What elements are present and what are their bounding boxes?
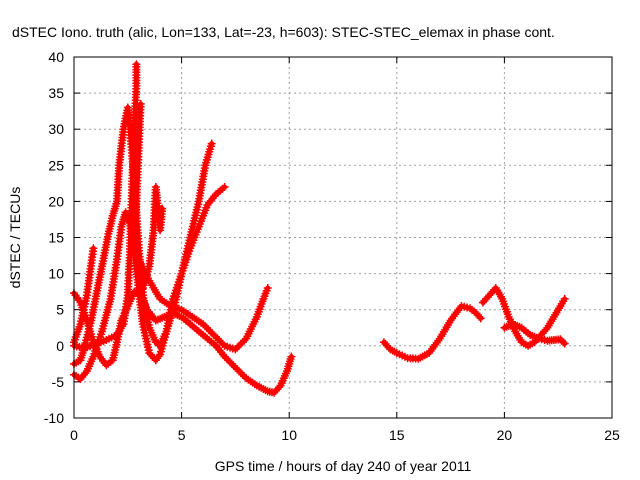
data-point — [238, 338, 247, 347]
data-point — [202, 323, 211, 332]
data-marks — [70, 60, 569, 397]
data-point — [199, 320, 208, 329]
data-point — [231, 363, 240, 372]
data-point — [211, 332, 220, 341]
data-point — [236, 340, 245, 348]
data-point — [220, 352, 229, 361]
plot-frame — [73, 56, 613, 419]
data-point — [209, 331, 218, 339]
y-tick-label: 35 — [48, 85, 64, 101]
data-point — [235, 341, 243, 350]
x-tick-label: 5 — [178, 427, 186, 443]
data-point — [208, 329, 217, 338]
data-point — [218, 340, 227, 348]
data-point — [233, 365, 242, 374]
data-point — [236, 368, 245, 377]
data-point — [560, 339, 569, 348]
data-point — [200, 321, 209, 330]
axis-ticks: 0 5 10 15 20 25 -10 -5 0 5 10 15 20 25 30 35 40 — [44, 49, 620, 443]
series-6 — [130, 99, 145, 249]
data-point — [154, 352, 163, 361]
data-point — [227, 359, 236, 368]
y-tick-label: 40 — [48, 49, 64, 65]
data-point — [204, 325, 213, 334]
data-point — [158, 204, 167, 213]
data-point — [226, 358, 234, 366]
data-point — [220, 183, 229, 191]
data-point — [559, 338, 568, 347]
data-point — [89, 244, 98, 253]
data-point — [287, 352, 296, 361]
data-point — [235, 367, 243, 376]
y-tick-label: 10 — [48, 266, 64, 282]
data-point — [240, 336, 249, 345]
x-axis-label: GPS time / hours of day 240 of year 2011 — [215, 458, 472, 474]
series-3 — [70, 103, 216, 368]
series-11 — [500, 320, 569, 348]
y-tick-label: 5 — [56, 302, 64, 318]
chart-title: dSTEC Iono. truth (alic, Lon=133, Lat=-2… — [12, 24, 555, 40]
y-tick-label: 25 — [48, 157, 64, 173]
data-point — [263, 284, 272, 292]
y-tick-label: 20 — [48, 193, 64, 209]
data-point — [560, 294, 569, 303]
series-8 — [134, 255, 272, 354]
data-point — [233, 343, 242, 352]
data-point — [217, 338, 226, 347]
data-point — [222, 354, 231, 363]
data-point — [224, 356, 233, 365]
y-tick-label: 15 — [48, 230, 64, 246]
x-tick-label: 0 — [70, 427, 78, 443]
y-axis-label: dSTEC / TECUs — [7, 187, 23, 289]
series-4 — [70, 244, 98, 347]
series-5 — [70, 60, 141, 352]
y-tick-label: 0 — [56, 338, 64, 354]
data-point — [206, 327, 215, 336]
data-point — [275, 383, 283, 392]
data-point — [207, 139, 216, 148]
data-point — [215, 336, 224, 345]
x-tick-label: 15 — [389, 427, 405, 443]
x-tick-label: 20 — [497, 427, 513, 443]
series-7 — [138, 183, 167, 292]
data-point — [213, 334, 222, 343]
data-point — [238, 370, 247, 379]
x-tick-label: 10 — [281, 427, 297, 443]
x-tick-label: 25 — [604, 427, 620, 443]
y-tick-label: -10 — [44, 410, 64, 426]
data-point — [231, 345, 240, 354]
data-point — [475, 312, 484, 321]
data-point — [136, 99, 145, 108]
y-tick-label: -5 — [52, 374, 65, 390]
data-point — [132, 60, 141, 69]
data-point — [229, 361, 238, 370]
y-tick-label: 30 — [48, 121, 64, 137]
series-9 — [379, 302, 485, 363]
data-point — [476, 314, 485, 323]
